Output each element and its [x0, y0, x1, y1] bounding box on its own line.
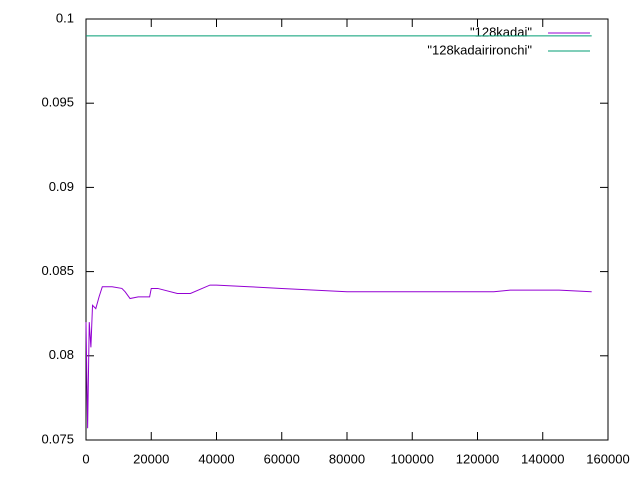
- y-tick-label: 0.08: [49, 347, 74, 362]
- y-tick-label: 0.075: [41, 431, 74, 446]
- x-tick-label: 160000: [586, 451, 629, 466]
- y-tick-label: 0.09: [49, 179, 74, 194]
- plot-frame: [85, 18, 609, 441]
- x-tick-label: 0: [82, 451, 89, 466]
- x-tick-label: 120000: [456, 451, 499, 466]
- x-tick-label: 20000: [133, 451, 169, 466]
- x-tick-label: 80000: [329, 451, 365, 466]
- x-tick-label: 140000: [521, 451, 564, 466]
- legend-label: "128kadairironchi": [427, 42, 532, 57]
- y-tick-label: 0.085: [41, 263, 74, 278]
- x-tick-label: 40000: [198, 451, 234, 466]
- legend-label: "128kadai": [470, 24, 532, 39]
- series-line: [85, 284, 592, 429]
- x-tick-label: 100000: [391, 451, 434, 466]
- y-tick-label: 0.1: [56, 10, 74, 25]
- y-tick-label: 0.095: [41, 95, 74, 110]
- x-tick-label: 60000: [264, 451, 300, 466]
